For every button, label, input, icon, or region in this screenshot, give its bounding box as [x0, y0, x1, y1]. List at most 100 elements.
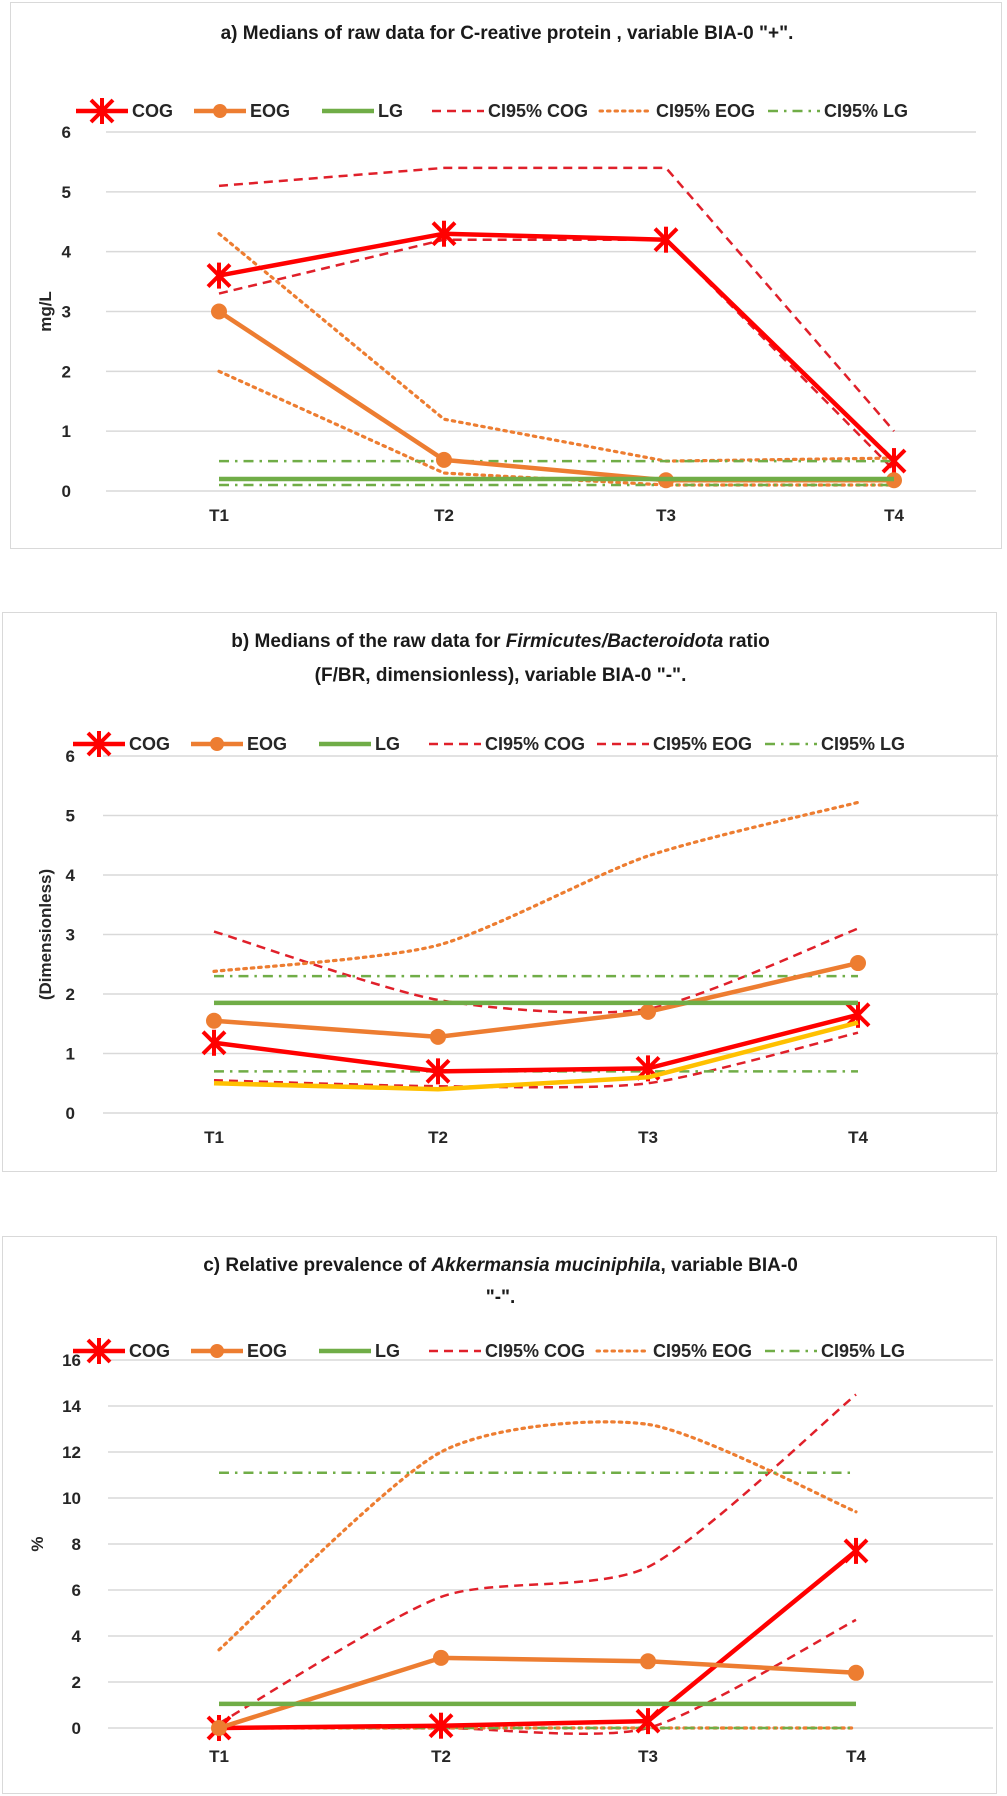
chart-a-x-tick-label: T2 [434, 506, 454, 525]
chart-b-legend-item: EOG [191, 734, 287, 754]
chart-a-eog-circle-point [436, 451, 452, 468]
chart-c-title-segment: , variable BIA-0 [660, 1255, 797, 1276]
chart-c-y-tick-label: 6 [72, 1581, 81, 1600]
chart-b-cog-star-point [425, 1058, 451, 1085]
chart-a-legend-label: COG [132, 101, 173, 121]
chart-a-y-tick-label: 2 [62, 362, 71, 381]
chart-c-series-eog [218, 1655, 857, 1731]
chart-c-cog-star-point [635, 1708, 661, 1735]
chart-c-title-segment: Akkermansia muciniphila [430, 1255, 661, 1276]
chart-b-eog-circle-point [850, 955, 866, 972]
chart-b-eog-circle-point [640, 1003, 656, 1020]
chart-panel-a: a) Medians of raw data for C-reative pro… [10, 2, 1002, 549]
chart-a-x-tick-label: T4 [884, 506, 904, 525]
chart-b-legend-item: CI95% COG [429, 734, 585, 754]
chart-c-x-tick-label: T2 [431, 1747, 451, 1766]
chart-b-title-line-1: (F/BR, dimensionless), variable BIA-0 "-… [315, 665, 687, 686]
chart-b-legend-label: COG [129, 734, 170, 754]
chart-a-svg: a) Medians of raw data for C-reative pro… [36, 23, 976, 525]
chart-b-y-axis-label: (Dimensionless) [36, 869, 55, 1000]
chart-b-legend-item: CI95% EOG [597, 734, 752, 754]
chart-b-y-tick-label: 0 [66, 1104, 75, 1123]
chart-a-y-tick-label: 4 [62, 243, 72, 262]
chart-c-series-ci95-cog-upper [218, 1393, 857, 1725]
chart-c-legend: COG EOG LG CI95% COG CI95% EOG CI95% LG [73, 1338, 905, 1364]
chart-a-cog-star-point [653, 226, 679, 253]
chart-a-legend-label: EOG [250, 101, 290, 121]
chart-c-svg: c) Relative prevalence of Akkermansia mu… [28, 1255, 993, 1766]
chart-c-eog-circle-point [848, 1664, 864, 1681]
chart-a-legend: COG EOG LG CI95% COG CI95% EOG CI95% LG [76, 98, 908, 124]
chart-c-eog-circle-point [640, 1653, 656, 1670]
chart-c-y-tick-label: 16 [62, 1351, 81, 1370]
chart-c-legend-label: LG [375, 1341, 400, 1361]
chart-b-title-segment: ratio [723, 631, 769, 652]
chart-b-legend-label: CI95% COG [485, 734, 585, 754]
chart-a-series-cog [218, 231, 896, 463]
chart-b-series-ci95-eog-upper [212, 800, 860, 973]
chart-b-series-yellow-line-unlabeled- [213, 1020, 859, 1092]
chart-a-y-tick-label: 0 [62, 482, 71, 501]
chart-a-cog-star-point [431, 220, 457, 247]
chart-b-eog-circle-point [430, 1028, 446, 1045]
chart-c-series-ci95-eog-upper [217, 1420, 858, 1652]
chart-b-y-tick-label: 3 [66, 926, 75, 945]
chart-c-legend-circle-icon [210, 1344, 224, 1358]
chart-a-x-tick-label: T1 [209, 506, 229, 525]
chart-a-legend-item: LG [322, 101, 403, 121]
chart-a-legend-item: COG [76, 98, 173, 124]
chart-b-title-line-0: b) Medians of the raw data for Firmicute… [231, 631, 769, 652]
chart-a-y-tick-label: 5 [62, 183, 71, 202]
chart-c-y-tick-label: 4 [72, 1627, 82, 1646]
chart-a-y-tick-label: 3 [62, 303, 71, 322]
chart-b-title-segment: b) Medians of the raw data for [231, 631, 505, 652]
chart-c-y-axis-label: % [28, 1536, 47, 1551]
chart-b-legend-label: EOG [247, 734, 287, 754]
chart-a-legend-label: CI95% COG [488, 101, 588, 121]
chart-b-series-cog [213, 1012, 859, 1074]
chart-c-legend-item: CI95% EOG [595, 1341, 752, 1361]
chart-b-x-tick-label: T1 [204, 1128, 224, 1147]
chart-a-title-line-0: a) Medians of raw data for C-reative pro… [221, 23, 794, 44]
chart-c-legend-item: EOG [191, 1341, 287, 1361]
chart-b-eog-circle-point [206, 1012, 222, 1029]
chart-b-legend-star-icon [86, 731, 112, 757]
chart-b-x-tick-label: T4 [848, 1128, 868, 1147]
chart-c-legend-label: CI95% COG [485, 1341, 585, 1361]
chart-b-legend-item: CI95% LG [765, 734, 905, 754]
chart-b-title-segment: Firmicutes/Bacteroidota [506, 631, 724, 652]
chart-b-legend-item: COG [73, 731, 170, 757]
chart-c-legend-item: COG [73, 1338, 170, 1364]
chart-c-legend-star-icon [86, 1338, 112, 1364]
chart-b-y-tick-label: 6 [66, 747, 75, 766]
chart-b-legend-label: CI95% EOG [653, 734, 752, 754]
chart-b-svg: b) Medians of the raw data for Firmicute… [36, 631, 998, 1147]
chart-c-x-tick-label: T4 [846, 1747, 866, 1766]
chart-c-title-line-0: c) Relative prevalence of Akkermansia mu… [203, 1255, 798, 1276]
chart-c-legend-item: CI95% LG [765, 1341, 905, 1361]
chart-c-eog-circle-point [211, 1720, 227, 1736]
chart-c-title-segment: "-". [486, 1287, 516, 1308]
chart-b-y-tick-label: 4 [66, 866, 76, 885]
chart-b-y-tick-label: 1 [66, 1045, 75, 1064]
chart-a-legend-circle-icon [213, 104, 227, 118]
chart-a-legend-star-icon [89, 98, 115, 124]
chart-a-cog-star-point [881, 448, 907, 475]
chart-b-series-ci95-cog-upper [213, 927, 859, 1014]
chart-c-y-tick-label: 14 [62, 1397, 81, 1416]
chart-c-title-segment: c) Relative prevalence of [203, 1255, 431, 1276]
chart-a-series-ci95-eog-upper [217, 232, 896, 463]
chart-b-y-tick-label: 5 [66, 807, 75, 826]
chart-a-legend-item: CI95% EOG [598, 101, 755, 121]
chart-b-x-tick-label: T3 [638, 1128, 658, 1147]
chart-a-eog-circle-point [211, 303, 227, 320]
chart-a-y-tick-label: 6 [62, 123, 71, 142]
chart-c-legend-label: CI95% LG [821, 1341, 905, 1361]
chart-c-legend-item: CI95% COG [429, 1341, 585, 1361]
chart-b-series-eog [213, 960, 859, 1040]
chart-c-eog-circle-point [433, 1649, 449, 1666]
chart-a-legend-label: CI95% EOG [656, 101, 755, 121]
chart-c-cog-star-point [428, 1712, 454, 1739]
chart-c-legend-item: LG [319, 1341, 400, 1361]
chart-a-series-eog [217, 309, 894, 483]
